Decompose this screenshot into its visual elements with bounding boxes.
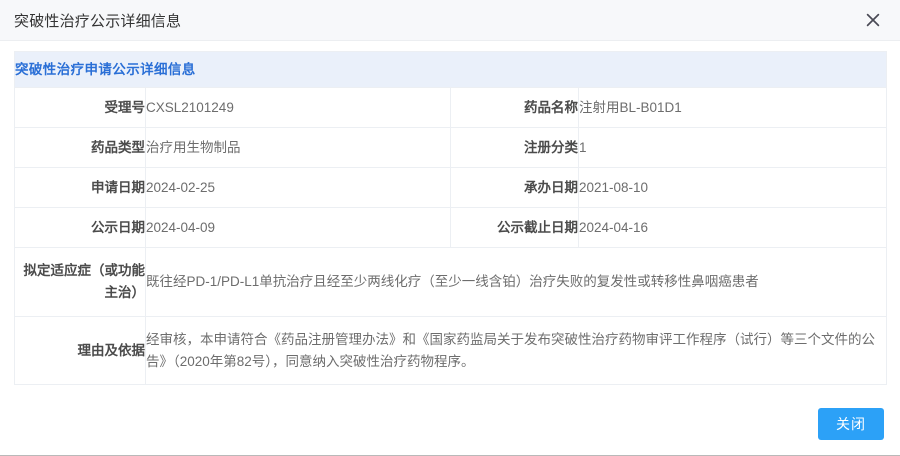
reason-value: 经审核，本申请符合《药品注册管理办法》和《国家药监局关于发布突破性治疗药物审评工… — [144, 316, 888, 385]
dialog-title: 突破性治疗公示详细信息 — [14, 12, 182, 30]
table-row: 申请日期 2024-02-25 承办日期 2021-08-10 — [14, 167, 888, 208]
indication-value: 既往经PD-1/PD-L1单抗治疗且经至少两线化疗（至少一线含铂）治疗失败的复发… — [144, 247, 888, 317]
close-icon[interactable] — [862, 9, 884, 31]
panel-header-title: 突破性治疗申请公示详细信息 — [13, 51, 888, 88]
table-row: 公示日期 2024-04-09 公示截止日期 2024-04-16 — [14, 207, 888, 248]
table-row-indication: 拟定适应症（或功能主治） 既往经PD-1/PD-L1单抗治疗且经至少两线化疗（至… — [14, 247, 888, 317]
table-row: 药品类型 治疗用生物制品 注册分类 1 — [14, 127, 888, 168]
close-button[interactable]: 关闭 — [818, 408, 884, 440]
drug-type-value: 治疗用生物制品 — [145, 127, 451, 168]
registration-class-label: 注册分类 — [450, 127, 579, 168]
publicity-date-value: 2024-04-09 — [145, 207, 451, 248]
dialog-body: 突破性治疗申请公示详细信息 受理号 CXSL2101249 药品名称 注射用BL… — [0, 41, 900, 393]
drug-type-label: 药品类型 — [14, 127, 146, 168]
undertake-date-label: 承办日期 — [450, 167, 579, 208]
publicity-end-date-label: 公示截止日期 — [450, 207, 579, 248]
application-date-value: 2024-02-25 — [145, 167, 451, 208]
reason-label: 理由及依据 — [14, 316, 146, 385]
dialog-titlebar: 突破性治疗公示详细信息 — [0, 0, 900, 41]
table-row: 受理号 CXSL2101249 药品名称 注射用BL-B01D1 — [14, 87, 888, 128]
table-row-header-band: 突破性治疗申请公示详细信息 — [13, 51, 888, 88]
publicity-date-label: 公示日期 — [14, 207, 146, 248]
publicity-end-date-value: 2024-04-16 — [577, 207, 888, 248]
table-row-reason: 理由及依据 经审核，本申请符合《药品注册管理办法》和《国家药监局关于发布突破性治… — [14, 316, 888, 385]
acceptance-no-value: CXSL2101249 — [145, 87, 451, 128]
drug-name-label: 药品名称 — [450, 87, 579, 128]
dialog-footer: 关闭 — [0, 393, 900, 455]
registration-class-value: 1 — [577, 127, 888, 168]
detail-table: 突破性治疗申请公示详细信息 受理号 CXSL2101249 药品名称 注射用BL… — [13, 51, 888, 385]
acceptance-no-label: 受理号 — [14, 87, 146, 128]
indication-label: 拟定适应症（或功能主治） — [14, 247, 146, 317]
undertake-date-value: 2021-08-10 — [577, 167, 888, 208]
drug-name-value: 注射用BL-B01D1 — [577, 87, 888, 128]
application-date-label: 申请日期 — [14, 167, 146, 208]
